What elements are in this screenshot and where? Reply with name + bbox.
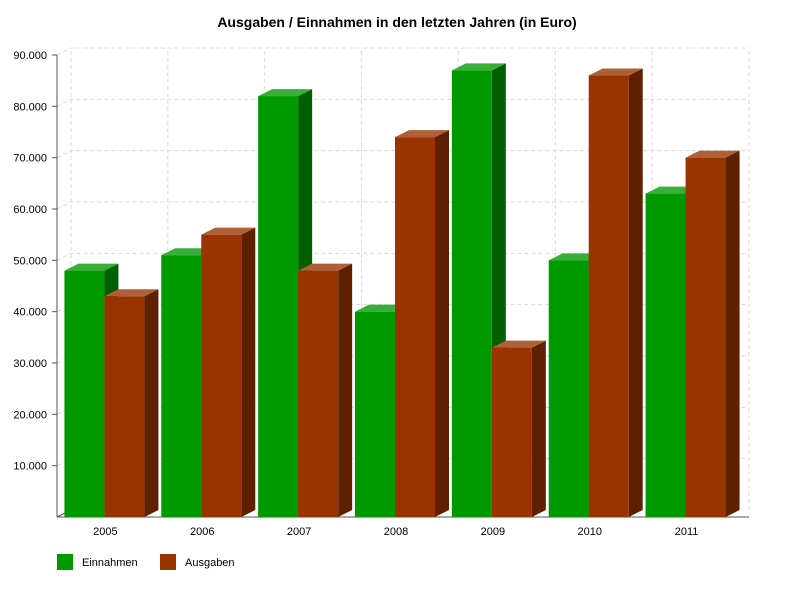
- bar-ausgaben-2011: [685, 150, 740, 517]
- bar-ausgaben-2006: [201, 227, 256, 517]
- y-tick-label: 50.000: [13, 255, 47, 267]
- x-tick-label: 2008: [384, 526, 408, 538]
- bar-side: [241, 227, 256, 517]
- y-tick-label: 40.000: [13, 307, 47, 319]
- x-tick-label: 2006: [190, 526, 214, 538]
- x-tick-label: 2010: [577, 526, 601, 538]
- bar-top: [685, 150, 740, 158]
- y-tick-label: 70.000: [13, 153, 47, 165]
- legend-item-ausgaben[interactable]: Ausgaben: [160, 554, 235, 570]
- bar-top: [451, 63, 506, 71]
- legend-swatch: [57, 554, 73, 570]
- gridline-horizontal: [56, 47, 749, 56]
- legend[interactable]: Einnahmen Ausgaben: [57, 554, 235, 570]
- bar-front: [104, 296, 145, 517]
- gridline-horizontal: [56, 98, 749, 107]
- bar-top: [201, 227, 256, 235]
- bar-side: [435, 130, 449, 517]
- bar-top: [588, 68, 643, 76]
- bars: [64, 63, 740, 518]
- bar-ausgaben-2007: [298, 263, 353, 517]
- bar-front: [685, 157, 726, 517]
- bar-front: [588, 75, 629, 518]
- bar-ausgaben-2005: [104, 289, 159, 517]
- y-tick-label: 10.000: [13, 461, 47, 473]
- x-tick-label: 2007: [287, 526, 311, 538]
- bar-side: [531, 340, 546, 517]
- bar-front: [161, 255, 202, 517]
- bar-ausgaben-2008: [395, 130, 449, 517]
- gridline-horizontal: [56, 252, 749, 261]
- bar-top: [104, 289, 159, 297]
- bar-front: [64, 270, 105, 517]
- bar-front: [258, 96, 299, 518]
- x-tick-label: 2011: [675, 526, 699, 538]
- y-tick-label: 30.000: [13, 358, 47, 370]
- bar-front: [548, 260, 589, 517]
- bar-front: [201, 234, 242, 517]
- x-tick-label: 2005: [93, 526, 117, 538]
- y-tick-label: 80.000: [13, 101, 47, 113]
- bar-top: [64, 263, 119, 271]
- legend-label: Einnahmen: [82, 557, 138, 569]
- y-tick-label: 90.000: [13, 50, 47, 62]
- chart-title: Ausgaben / Einnahmen in den letzten Jahr…: [217, 14, 576, 30]
- y-tick-label: 60.000: [13, 204, 47, 216]
- bar-top: [395, 130, 449, 138]
- bar-side: [144, 289, 159, 517]
- bar-front: [451, 70, 492, 518]
- tick-labels: 10.000 20.000 30.000 40.000 50.000 60.000 70.0…: [13, 50, 698, 538]
- legend-swatch: [160, 554, 176, 570]
- x-tick-label: 2009: [481, 526, 505, 538]
- legend-item-einnahmen[interactable]: Einnahmen: [57, 554, 138, 570]
- bar-front: [355, 311, 395, 517]
- bar-front: [298, 270, 339, 517]
- bar-ausgaben-2010: [588, 68, 643, 518]
- bar-ausgaben-2009: [491, 340, 546, 517]
- bar-top: [258, 89, 313, 97]
- y-tick-label: 20.000: [13, 409, 47, 421]
- bar-front: [645, 193, 686, 517]
- bar-side: [628, 68, 643, 518]
- bar-side: [725, 150, 740, 517]
- bar-front: [395, 137, 435, 517]
- bar-top: [298, 263, 353, 271]
- bar-side: [338, 263, 353, 517]
- legend-label: Ausgaben: [185, 557, 235, 569]
- bar-top: [491, 340, 546, 348]
- bar-front: [491, 347, 532, 517]
